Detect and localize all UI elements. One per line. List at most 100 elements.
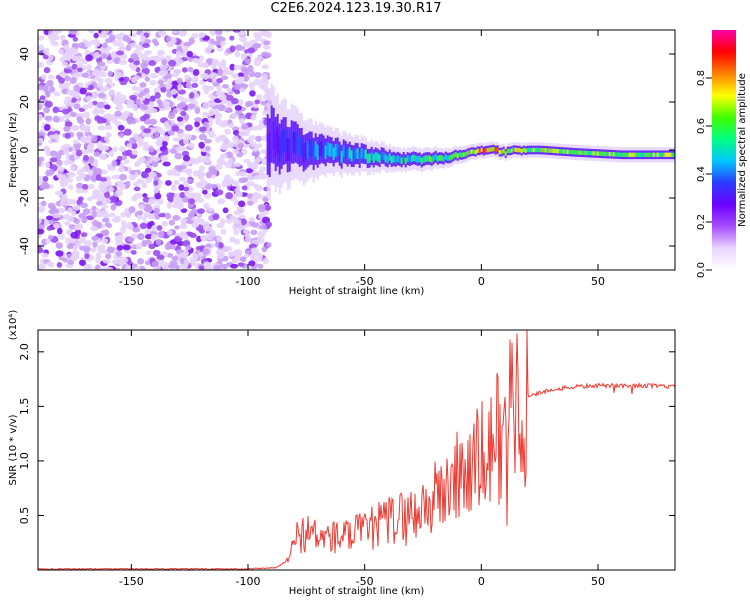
ridge-core xyxy=(514,147,517,152)
noise-blob xyxy=(76,131,84,138)
ridge-core xyxy=(520,149,523,154)
noise-blob xyxy=(207,207,214,212)
noise-blob xyxy=(91,135,98,142)
noise-blob xyxy=(63,159,71,166)
noise-blob xyxy=(253,78,262,86)
noise-blob xyxy=(86,196,93,202)
x-tick-label: 0 xyxy=(478,575,485,588)
noise-blob xyxy=(72,36,78,42)
noise-blob xyxy=(141,216,147,221)
noise-blob xyxy=(99,209,109,217)
noise-blob xyxy=(104,38,113,43)
noise-blob xyxy=(118,132,125,138)
noise-blob xyxy=(156,225,163,231)
noise-blob xyxy=(73,103,81,110)
x-tick-label: 50 xyxy=(591,275,605,288)
noise-blob xyxy=(102,86,110,91)
noise-blob xyxy=(56,227,63,235)
noise-blob xyxy=(139,35,147,42)
ridge-core xyxy=(544,148,547,153)
noise-blob xyxy=(203,203,210,209)
ridge-core xyxy=(672,152,675,157)
ridge-core xyxy=(276,127,279,154)
ridge-core xyxy=(618,152,621,157)
noise-blob xyxy=(262,45,271,50)
noise-blob xyxy=(188,192,196,199)
y-tick-label: 2.0 xyxy=(18,343,31,361)
y-tick-label: 0.5 xyxy=(18,507,31,525)
noise-blob xyxy=(73,139,79,145)
noise-blob xyxy=(216,46,224,52)
noise-blob xyxy=(135,45,144,50)
x-tick-label: 0 xyxy=(478,275,485,288)
noise-blob xyxy=(176,95,184,101)
noise-blob xyxy=(174,165,181,170)
ridge-core xyxy=(400,157,403,165)
ridge-core xyxy=(344,146,347,159)
noise-blob xyxy=(194,120,200,128)
noise-blob xyxy=(191,222,200,228)
noise-blob xyxy=(250,255,256,262)
ridge-core xyxy=(600,151,603,156)
noise-blob xyxy=(205,145,211,151)
noise-blob xyxy=(110,51,118,59)
noise-blob xyxy=(165,36,172,42)
ridge-core xyxy=(482,148,485,154)
noise-blob xyxy=(183,138,189,145)
noise-blob xyxy=(62,82,72,87)
noise-blob xyxy=(151,260,160,268)
noise-blob xyxy=(181,253,189,259)
noise-blob xyxy=(42,84,49,92)
noise-blob xyxy=(204,138,212,144)
noise-blob xyxy=(40,74,47,80)
ridge-core xyxy=(624,152,627,157)
noise-blob xyxy=(112,146,118,153)
noise-blob xyxy=(217,198,226,205)
noise-blob xyxy=(232,126,240,132)
noise-blob xyxy=(131,149,139,156)
noise-blob xyxy=(45,90,51,98)
noise-blob xyxy=(117,104,123,111)
noise-blob xyxy=(217,104,226,112)
noise-blob xyxy=(119,173,127,181)
ridge-core xyxy=(652,152,655,157)
noise-blob xyxy=(144,50,152,55)
noise-blob xyxy=(180,208,188,213)
noise-blob xyxy=(187,142,195,148)
noise-blob xyxy=(62,143,71,149)
noise-blob xyxy=(260,101,268,106)
noise-blob xyxy=(166,125,172,132)
noise-blob xyxy=(165,180,172,186)
ridge-core xyxy=(284,128,287,153)
ridge-core xyxy=(670,152,673,157)
noise-blob xyxy=(257,204,266,211)
noise-blob xyxy=(43,219,49,227)
noise-blob xyxy=(172,30,178,34)
noise-blob xyxy=(222,207,229,214)
noise-blob xyxy=(220,218,226,224)
noise-blob xyxy=(179,101,186,108)
noise-blob xyxy=(238,214,246,220)
noise-blob xyxy=(120,220,127,226)
noise-blob xyxy=(202,102,210,110)
noise-blob xyxy=(244,236,252,243)
noise-blob xyxy=(216,235,223,243)
noise-blob xyxy=(238,131,246,137)
ridge-core xyxy=(378,154,381,163)
noise-blob xyxy=(191,82,199,88)
noise-blob xyxy=(183,41,192,47)
noise-blob xyxy=(58,232,66,240)
ridge-core xyxy=(626,152,629,157)
noise-blob xyxy=(58,72,65,77)
ridge-core xyxy=(648,152,651,157)
noise-blob xyxy=(265,221,273,228)
noise-blob xyxy=(158,70,167,76)
noise-blob xyxy=(211,58,220,65)
noise-blob xyxy=(58,49,65,55)
noise-blob xyxy=(115,92,122,97)
noise-blob xyxy=(126,117,134,125)
noise-blob xyxy=(97,125,106,131)
noise-blob xyxy=(38,159,42,167)
noise-blob xyxy=(244,129,250,137)
